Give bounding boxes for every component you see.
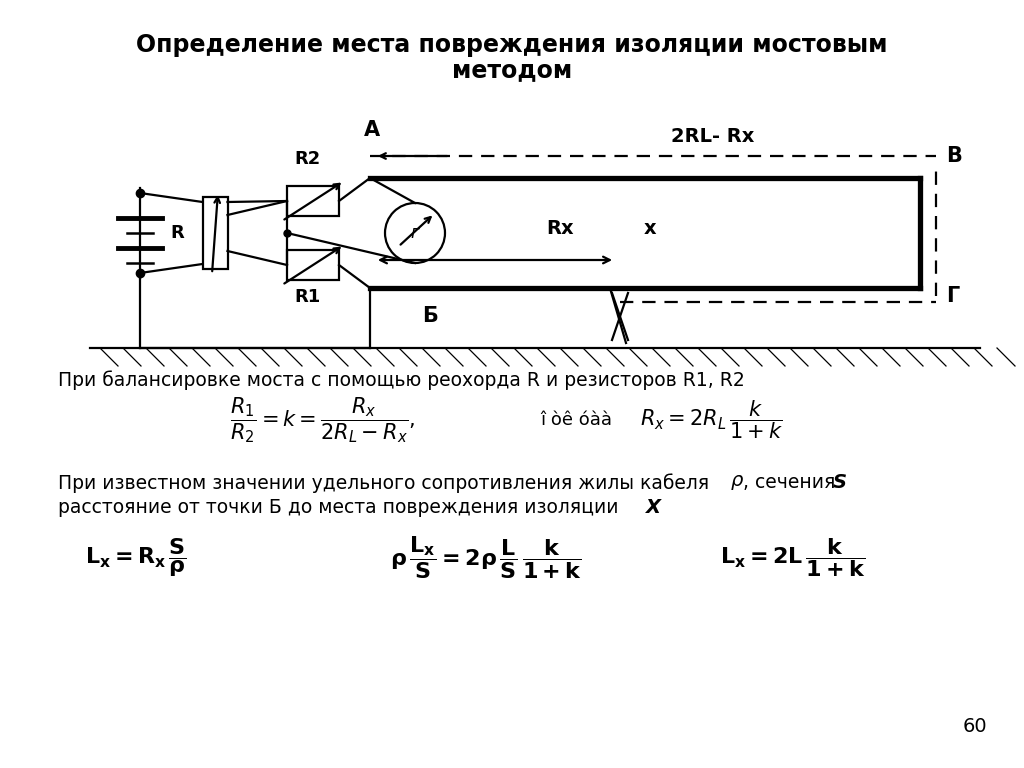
Text: $\mathbf{\rho\,\dfrac{L_x}{S} = 2\rho\,\dfrac{L}{S}\,\dfrac{k}{1+k}}$: $\mathbf{\rho\,\dfrac{L_x}{S} = 2\rho\,\… xyxy=(390,535,582,581)
Bar xyxy=(287,250,339,280)
Text: R: R xyxy=(171,224,184,242)
Text: , сечения: , сечения xyxy=(743,473,842,492)
Text: Г: Г xyxy=(946,286,959,306)
Text: R1: R1 xyxy=(295,288,322,306)
Bar xyxy=(203,197,227,269)
Text: расстояние от точки Б до места повреждения изоляции: расстояние от точки Б до места поврежден… xyxy=(58,498,625,517)
Text: методом: методом xyxy=(452,58,572,82)
Text: 60: 60 xyxy=(963,717,987,736)
Bar xyxy=(287,186,339,216)
Text: x: x xyxy=(644,219,656,237)
Text: г: г xyxy=(411,224,420,242)
Text: $\mathbf{L_x = 2L\,\dfrac{k}{1+k}}$: $\mathbf{L_x = 2L\,\dfrac{k}{1+k}}$ xyxy=(720,537,865,580)
Text: $\mathbf{L_x = R_x\,\dfrac{S}{\rho}}$: $\mathbf{L_x = R_x\,\dfrac{S}{\rho}}$ xyxy=(85,537,187,580)
Text: $\bfit{X}$: $\bfit{X}$ xyxy=(645,498,664,517)
Text: Rx: Rx xyxy=(546,219,573,237)
Text: $\rho$: $\rho$ xyxy=(730,473,744,492)
Text: A: A xyxy=(364,120,380,140)
Text: $\dfrac{R_1}{R_2} = k = \dfrac{R_x}{2R_L - R_x},$: $\dfrac{R_1}{R_2} = k = \dfrac{R_x}{2R_L… xyxy=(230,396,416,445)
Text: При балансировке моста с помощью реохорда R и резисторов R1, R2: При балансировке моста с помощью реохорд… xyxy=(58,370,744,389)
Text: R2: R2 xyxy=(295,150,322,168)
Text: При известном значении удельного сопротивления жилы кабеля: При известном значении удельного сопроти… xyxy=(58,473,715,493)
Text: B: B xyxy=(946,146,962,166)
Text: Определение места повреждения изоляции мостовым: Определение места повреждения изоляции м… xyxy=(136,33,888,57)
Text: $R_x = 2R_L\,\dfrac{k}{1+k}$: $R_x = 2R_L\,\dfrac{k}{1+k}$ xyxy=(640,399,783,442)
Text: $\bfit{S}$: $\bfit{S}$ xyxy=(831,473,847,492)
Text: 2RL- Rx: 2RL- Rx xyxy=(672,127,755,146)
Text: î òê óàà: î òê óàà xyxy=(540,411,612,429)
Text: Б: Б xyxy=(422,306,438,326)
